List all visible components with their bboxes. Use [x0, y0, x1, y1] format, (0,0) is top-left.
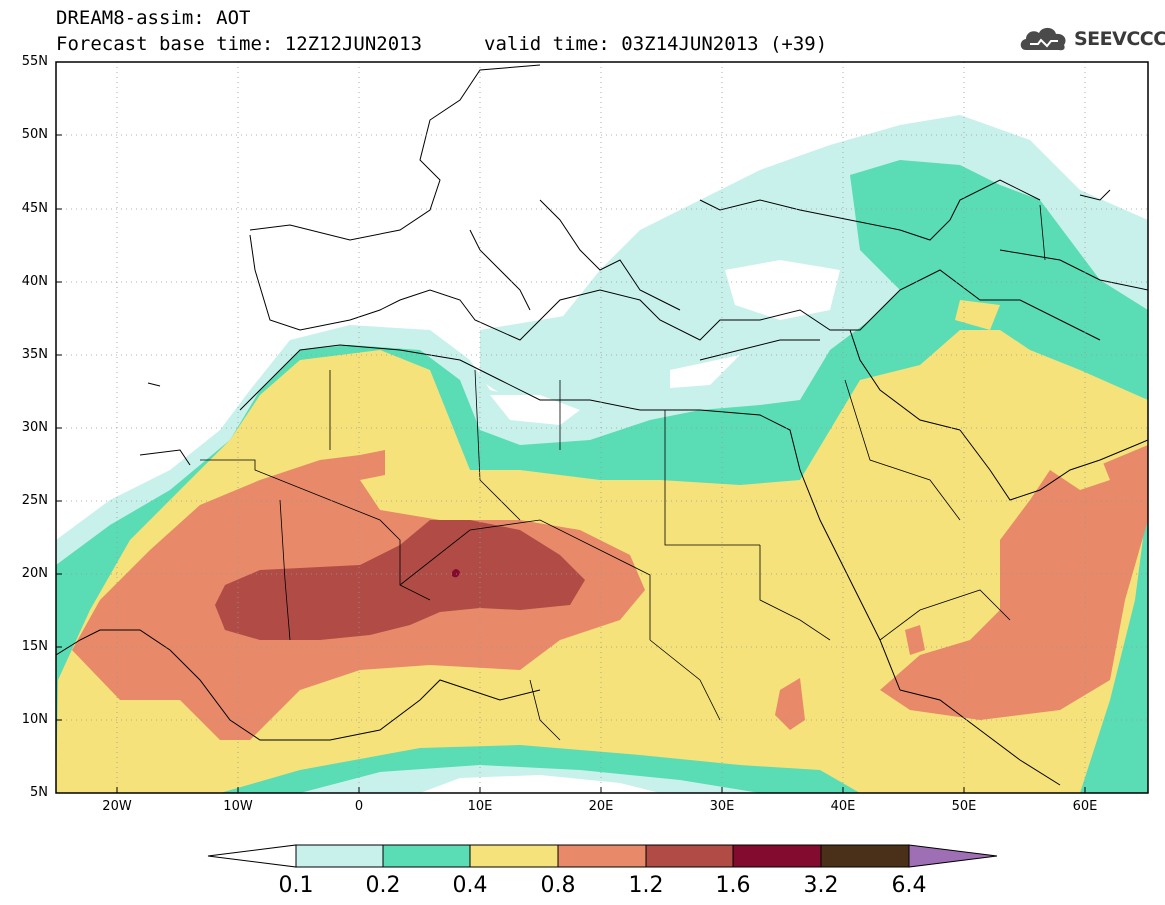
lon-label-30e: 30E	[709, 799, 735, 814]
colorbar-label-6.4: 6.4	[891, 873, 927, 898]
aot-contour-0.8-arabia	[880, 445, 1148, 720]
lat-label-55n: 55N	[21, 54, 48, 69]
lat-label-5n: 5N	[30, 785, 48, 800]
lat-label-40n: 40N	[21, 274, 48, 289]
colorbar	[207, 844, 998, 868]
coastlines	[56, 64, 1148, 786]
lon-label-10e: 10E	[467, 799, 493, 814]
lon-label-50e: 50E	[951, 799, 977, 814]
colorbar-label-0.4: 0.4	[452, 873, 488, 898]
lon-label-10w: 10W	[223, 799, 253, 814]
colorbar-bin-5	[645, 844, 734, 868]
colorbar-label-0.1: 0.1	[278, 873, 314, 898]
colorbar-label-3.2: 3.2	[803, 873, 839, 898]
colorbar-label-0.8: 0.8	[540, 873, 576, 898]
aot-field	[56, 62, 1148, 793]
colorbar-bin-1	[295, 844, 384, 868]
lon-label-0: 0	[354, 799, 364, 814]
colorbar-bin-7	[820, 844, 910, 868]
lon-label-20e: 20E	[588, 799, 614, 814]
lat-label-10n: 10N	[21, 712, 48, 727]
colorbar-bin-6	[732, 844, 822, 868]
logo-text: SEEVCCC	[1074, 28, 1165, 50]
lat-label-50n: 50N	[21, 127, 48, 142]
lon-label-40e: 40E	[830, 799, 856, 814]
colorbar-label-0.2: 0.2	[365, 873, 401, 898]
lon-label-60e: 60E	[1072, 799, 1098, 814]
colorbar-bin-4	[557, 844, 647, 868]
forecast-base-time: Forecast base time: 12Z12JUN2013	[56, 33, 423, 55]
colorbar-high-arrow	[908, 844, 998, 868]
colorbar-bin-3	[469, 844, 559, 868]
title-line-1: DREAM8-assim: AOT	[56, 7, 251, 29]
lat-label-35n: 35N	[21, 347, 48, 362]
lat-label-30n: 30N	[21, 420, 48, 435]
colorbar-bin-2	[382, 844, 471, 868]
lat-label-20n: 20N	[21, 566, 48, 581]
lat-label-45n: 45N	[21, 201, 48, 216]
borders	[200, 204, 1046, 741]
lat-label-25n: 25N	[21, 493, 48, 508]
cloud-icon	[1020, 27, 1066, 51]
grid-lines	[56, 62, 1148, 793]
valid-time: valid time: 03Z14JUN2013 (+39)	[484, 33, 828, 55]
colorbar-label-1.2: 1.2	[628, 873, 664, 898]
colorbar-low-arrow	[207, 844, 297, 868]
aot-contour-1.6	[452, 569, 460, 578]
lat-label-15n: 15N	[21, 639, 48, 654]
seevccc-logo: SEEVCCC	[1018, 24, 1165, 54]
lon-label-20w: 20W	[102, 799, 132, 814]
colorbar-label-1.6: 1.6	[715, 873, 751, 898]
